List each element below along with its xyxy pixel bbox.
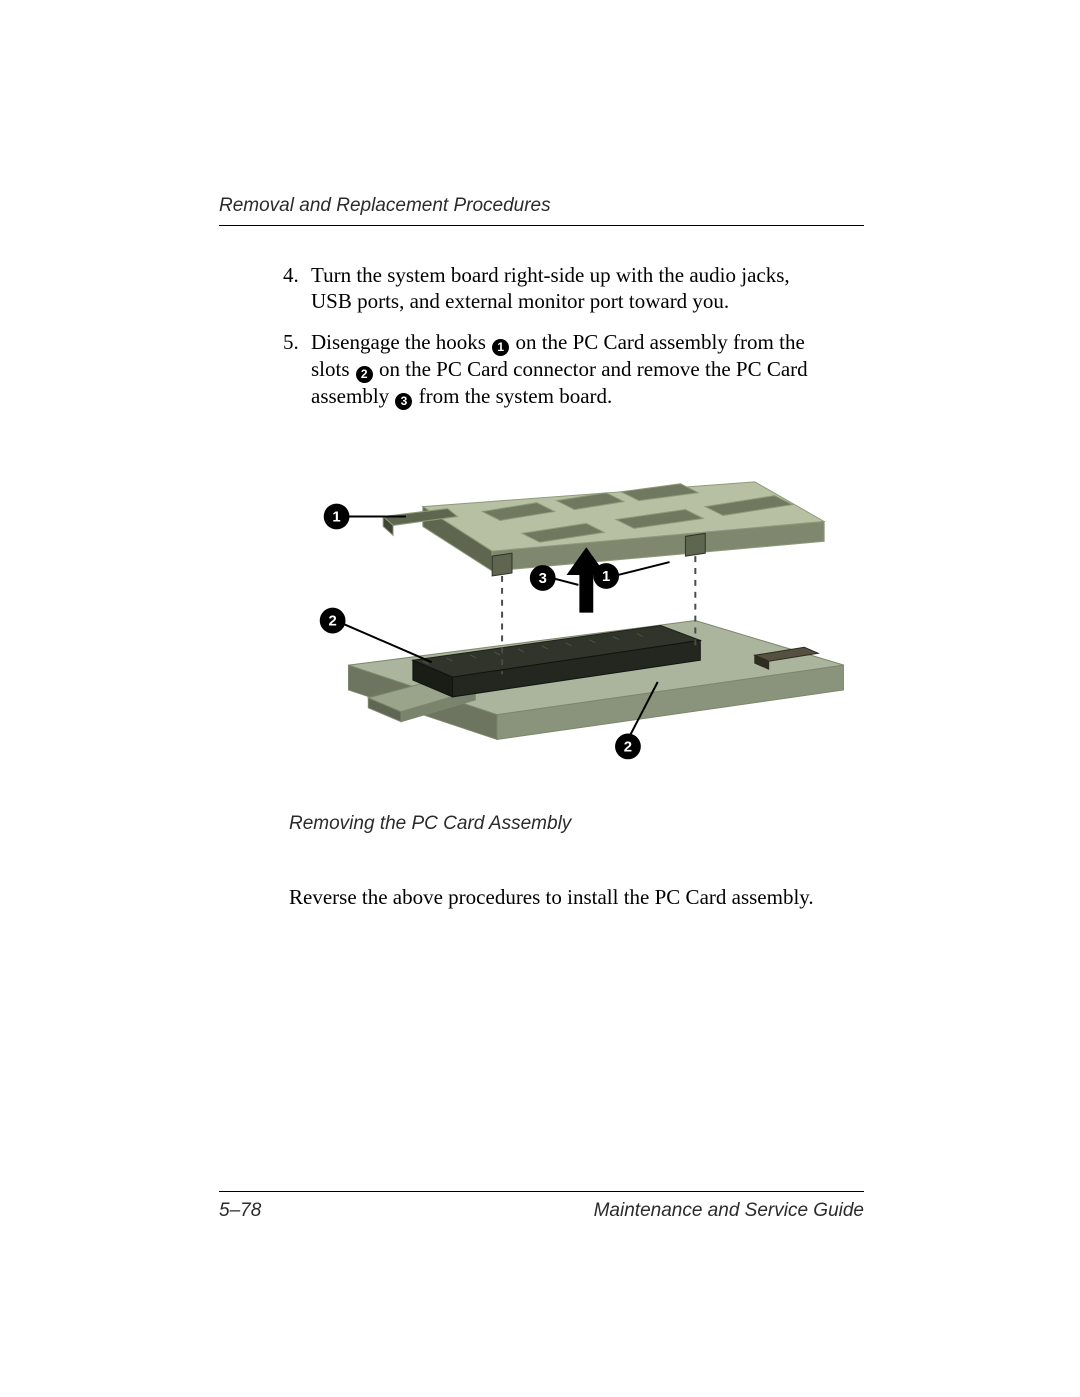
figure-caption: Removing the PC Card Assembly bbox=[289, 812, 864, 836]
footer-row: 5–78 Maintenance and Service Guide bbox=[219, 1200, 864, 1222]
svg-text:2: 2 bbox=[328, 613, 336, 629]
callout-3-icon: 3 bbox=[395, 393, 412, 410]
footer-rule bbox=[219, 1191, 864, 1192]
svg-text:3: 3 bbox=[539, 570, 547, 586]
page: Removal and Replacement Procedures Turn … bbox=[0, 0, 1080, 1397]
step-4-text: Turn the system board right-side up with… bbox=[311, 263, 790, 313]
body-text: Turn the system board right-side up with… bbox=[219, 262, 864, 910]
callout-1-icon: 1 bbox=[492, 339, 509, 356]
figure: 1 1 2 2 3 bbox=[289, 462, 844, 771]
reverse-procedure-text: Reverse the above procedures to install … bbox=[289, 884, 864, 910]
footer: 5–78 Maintenance and Service Guide bbox=[219, 1191, 864, 1222]
svg-text:1: 1 bbox=[602, 568, 610, 584]
content-area: Removal and Replacement Procedures Turn … bbox=[219, 195, 864, 1222]
running-head: Removal and Replacement Procedures bbox=[219, 195, 864, 217]
pc-card-assembly-diagram-icon: 1 1 2 2 3 bbox=[289, 462, 844, 764]
header-rule bbox=[219, 225, 864, 226]
step-5-text-a: Disengage the hooks bbox=[311, 330, 491, 354]
step-5-text-d: from the system board. bbox=[413, 384, 612, 408]
book-title: Maintenance and Service Guide bbox=[594, 1200, 864, 1222]
callout-2-icon: 2 bbox=[356, 366, 373, 383]
step-5: Disengage the hooks 1 on the PC Card ass… bbox=[311, 329, 864, 410]
page-number: 5–78 bbox=[219, 1200, 261, 1222]
svg-text:2: 2 bbox=[624, 739, 632, 755]
step-list: Turn the system board right-side up with… bbox=[219, 262, 864, 410]
svg-text:1: 1 bbox=[332, 509, 340, 525]
step-4: Turn the system board right-side up with… bbox=[311, 262, 864, 315]
